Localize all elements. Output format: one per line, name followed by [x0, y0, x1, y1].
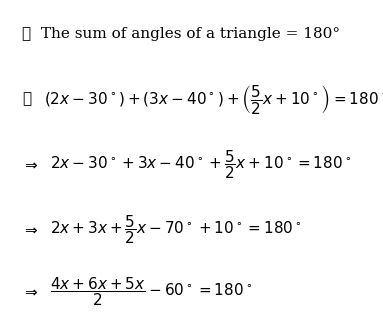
- Text: $\Rightarrow$: $\Rightarrow$: [22, 285, 39, 299]
- Text: $\Rightarrow$: $\Rightarrow$: [22, 223, 39, 237]
- Text: ∴: ∴: [22, 92, 31, 107]
- Text: $\dfrac{4x + 6x + 5x}{2} - 60^\circ = 180^\circ$: $\dfrac{4x + 6x + 5x}{2} - 60^\circ = 18…: [50, 275, 252, 308]
- Text: $(2x - 30^\circ) + (3x - 40^\circ) + \left(\dfrac{5}{2}x + 10^\circ\right) = 180: $(2x - 30^\circ) + (3x - 40^\circ) + \le…: [44, 83, 383, 116]
- Text: $2x + 3x + \dfrac{5}{2}x - 70^\circ + 10^\circ = 180^\circ$: $2x + 3x + \dfrac{5}{2}x - 70^\circ + 10…: [50, 213, 302, 246]
- Text: ∴  The sum of angles of a triangle = 180°: ∴ The sum of angles of a triangle = 180°: [22, 27, 340, 41]
- Text: $2x - 30^\circ + 3x - 40^\circ + \dfrac{5}{2}x + 10^\circ = 180^\circ$: $2x - 30^\circ + 3x - 40^\circ + \dfrac{…: [50, 148, 351, 181]
- Text: $\Rightarrow$: $\Rightarrow$: [22, 158, 39, 172]
